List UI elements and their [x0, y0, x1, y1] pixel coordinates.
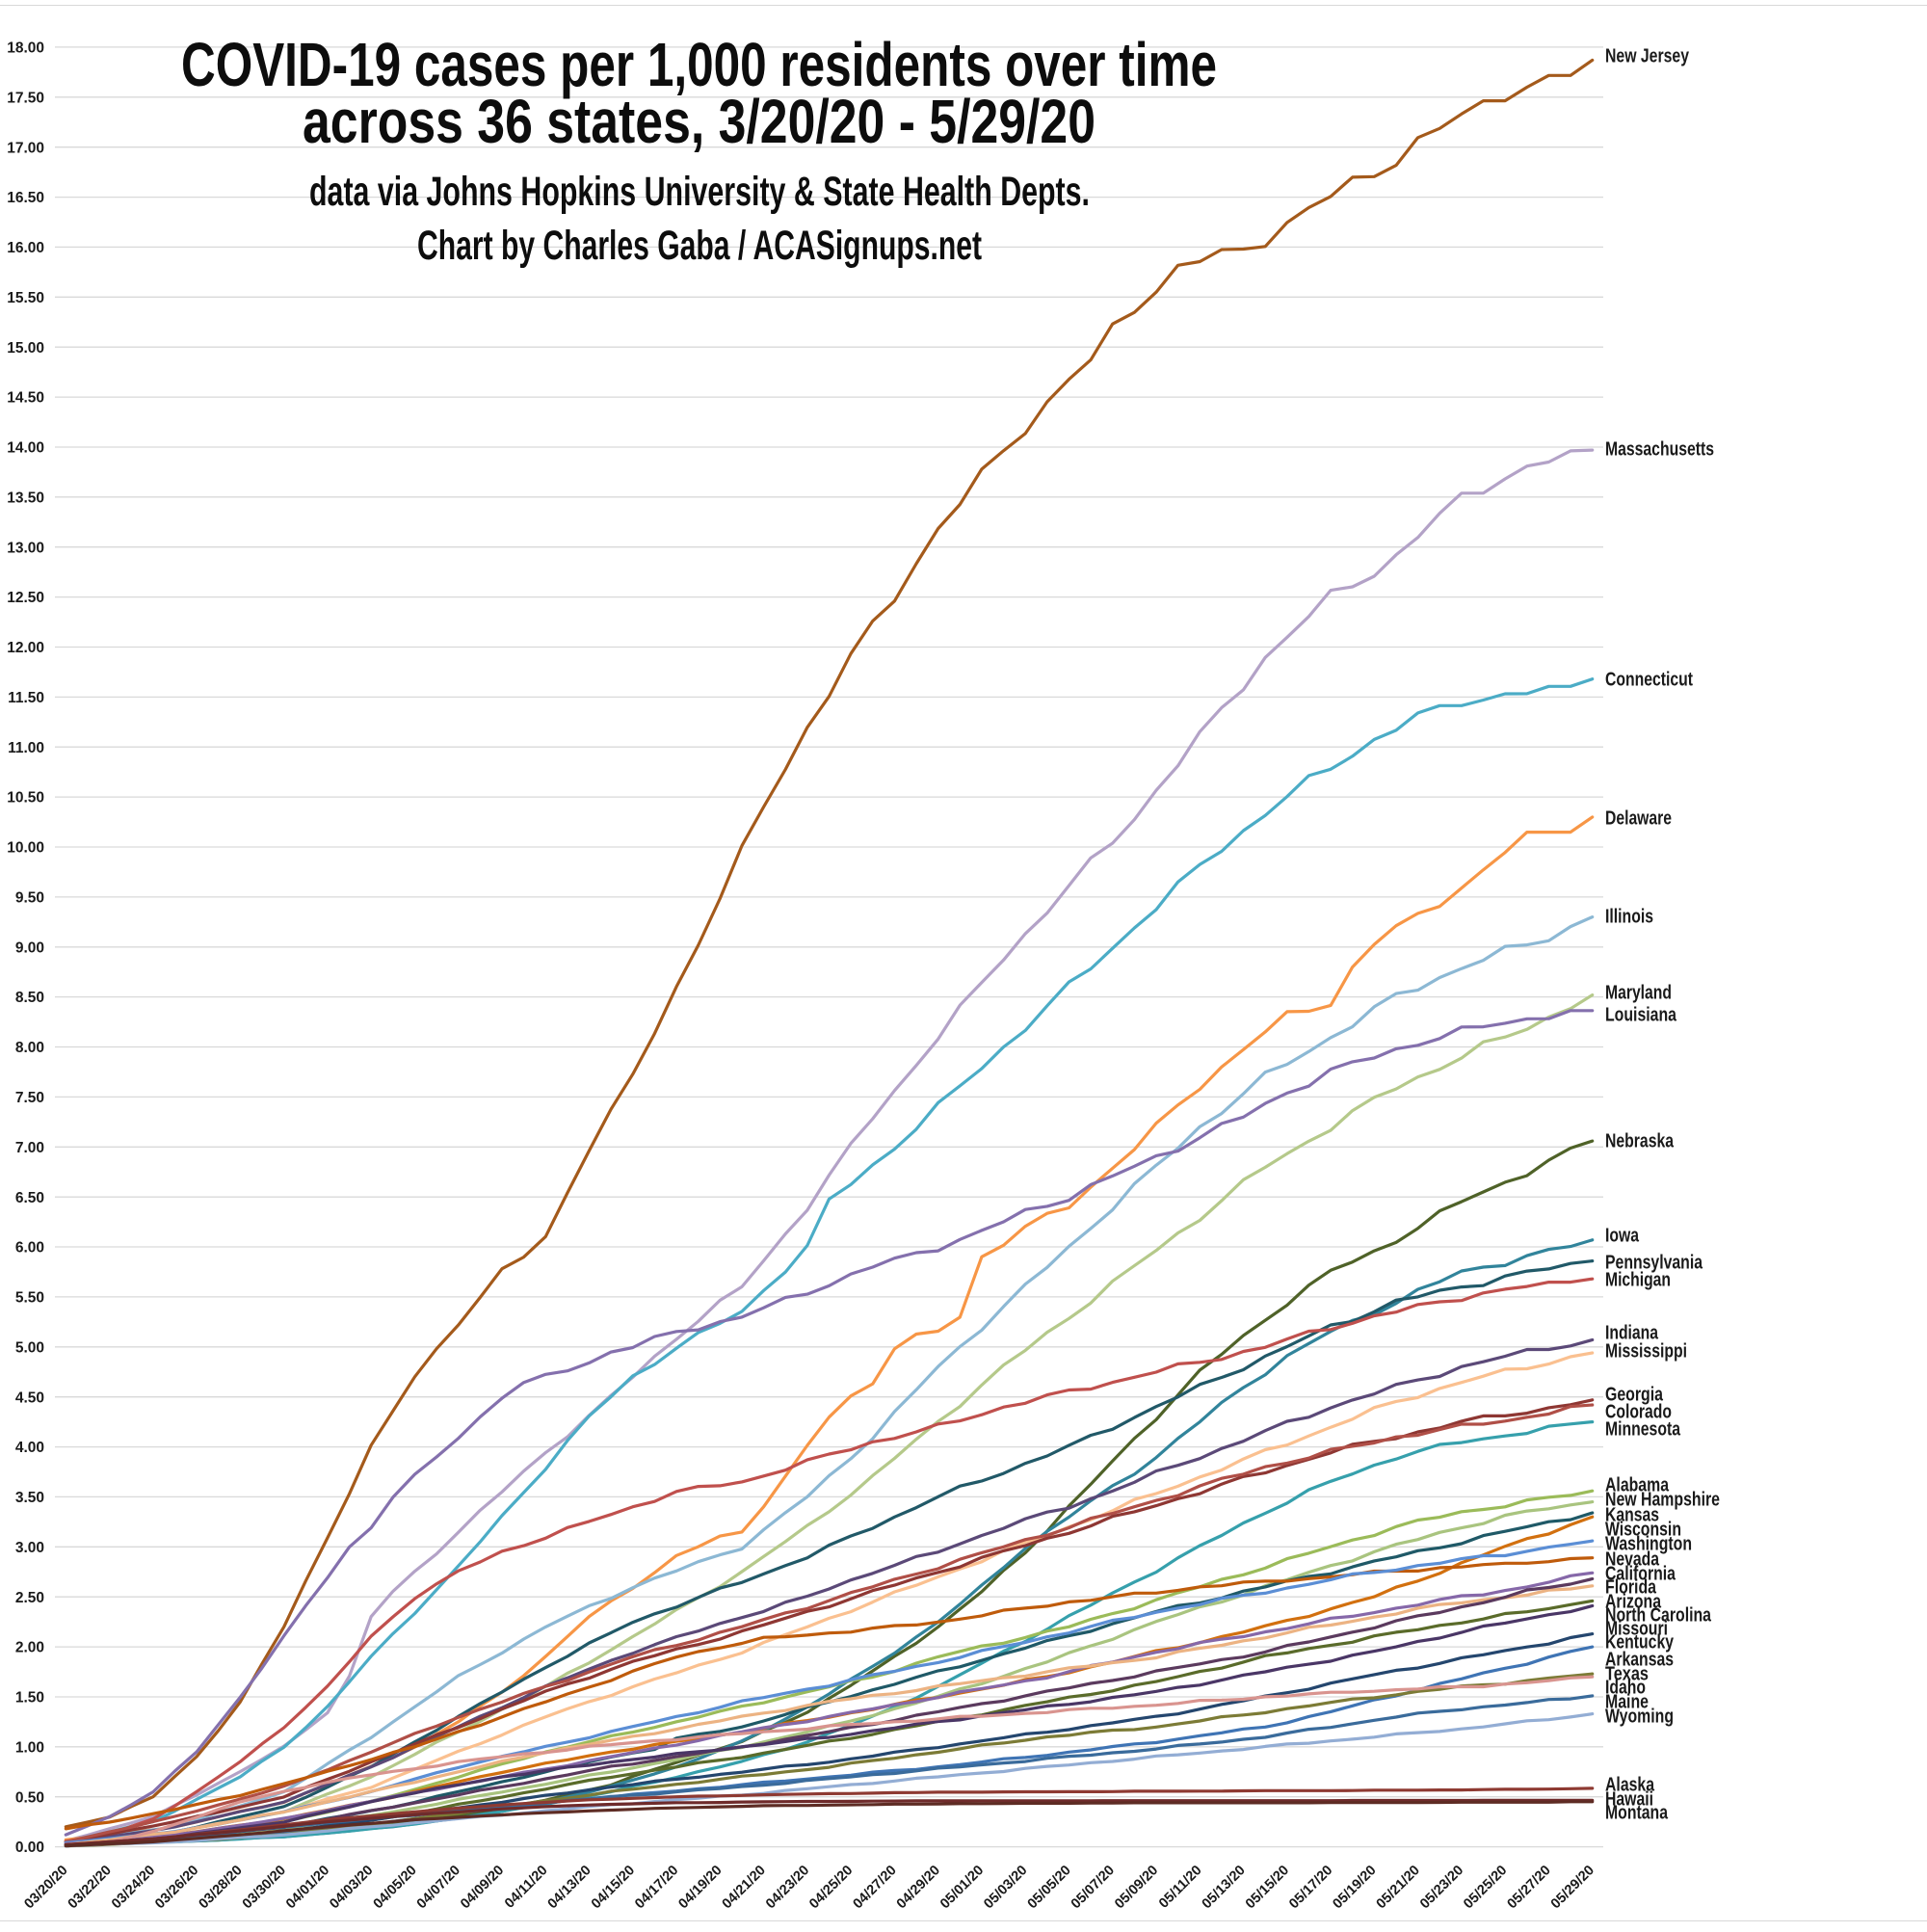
svg-text:9.50: 9.50 [15, 890, 44, 907]
svg-text:9.00: 9.00 [15, 940, 44, 956]
svg-text:Florida: Florida [1605, 1576, 1657, 1598]
svg-text:7.50: 7.50 [15, 1090, 44, 1106]
svg-text:14.00: 14.00 [7, 440, 44, 457]
svg-text:Kentucky: Kentucky [1605, 1631, 1675, 1653]
svg-text:17.00: 17.00 [7, 140, 44, 156]
svg-text:Wyoming: Wyoming [1605, 1706, 1674, 1727]
svg-text:8.00: 8.00 [15, 1040, 44, 1056]
svg-text:17.50: 17.50 [7, 90, 44, 106]
svg-text:Colorado: Colorado [1605, 1401, 1672, 1422]
svg-text:data via Johns Hopkins Univers: data via Johns Hopkins University & Stat… [309, 169, 1090, 215]
svg-text:11.50: 11.50 [8, 690, 44, 706]
svg-text:Texas: Texas [1605, 1663, 1649, 1684]
svg-text:Washington: Washington [1605, 1533, 1692, 1554]
svg-text:12.50: 12.50 [7, 590, 44, 606]
svg-text:10.00: 10.00 [7, 840, 44, 857]
svg-text:6.00: 6.00 [15, 1240, 44, 1257]
svg-text:18.00: 18.00 [7, 40, 44, 57]
svg-text:California: California [1605, 1563, 1676, 1584]
svg-text:Arizona: Arizona [1605, 1591, 1662, 1612]
svg-text:16.00: 16.00 [7, 240, 44, 256]
svg-text:0.00: 0.00 [15, 1839, 44, 1856]
svg-text:Mississippi: Mississippi [1605, 1340, 1687, 1362]
svg-text:Missouri: Missouri [1605, 1618, 1668, 1639]
svg-text:14.50: 14.50 [7, 390, 44, 407]
svg-text:Georgia: Georgia [1605, 1384, 1664, 1405]
svg-text:8.50: 8.50 [15, 990, 44, 1006]
svg-text:3.00: 3.00 [15, 1540, 44, 1556]
svg-text:2.00: 2.00 [15, 1640, 44, 1656]
svg-text:Massachusetts: Massachusetts [1605, 438, 1714, 460]
svg-text:Michigan: Michigan [1605, 1269, 1671, 1290]
svg-text:Alabama: Alabama [1605, 1474, 1670, 1495]
svg-text:COVID-19 cases per 1,000 resid: COVID-19 cases per 1,000 residents over … [181, 30, 1217, 99]
svg-text:Indiana: Indiana [1605, 1322, 1659, 1343]
svg-text:15.50: 15.50 [7, 290, 44, 306]
svg-text:Wisconsin: Wisconsin [1605, 1519, 1681, 1540]
svg-text:across 36 states, 3/20/20 - 5/: across 36 states, 3/20/20 - 5/29/20 [303, 87, 1095, 156]
svg-text:5.00: 5.00 [15, 1339, 44, 1356]
svg-text:Montana: Montana [1605, 1802, 1669, 1823]
svg-text:Delaware: Delaware [1605, 807, 1672, 829]
svg-text:Alaska: Alaska [1605, 1774, 1655, 1795]
svg-text:Maine: Maine [1605, 1691, 1649, 1712]
svg-text:13.50: 13.50 [7, 490, 44, 506]
svg-text:4.50: 4.50 [15, 1389, 44, 1406]
svg-text:Iowa: Iowa [1605, 1225, 1640, 1246]
svg-text:1.50: 1.50 [15, 1690, 44, 1707]
svg-text:7.00: 7.00 [15, 1140, 44, 1156]
svg-text:12.00: 12.00 [7, 640, 44, 656]
svg-text:Pennsylvania: Pennsylvania [1605, 1252, 1703, 1273]
svg-text:New Jersey: New Jersey [1605, 45, 1690, 66]
svg-text:0.50: 0.50 [15, 1789, 44, 1806]
svg-text:Hawaii: Hawaii [1605, 1788, 1653, 1810]
svg-text:New Hampshire: New Hampshire [1605, 1489, 1720, 1510]
svg-text:Chart by Charles Gaba / ACASig: Chart by Charles Gaba / ACASignups.net [417, 223, 982, 269]
svg-text:Maryland: Maryland [1605, 982, 1672, 1003]
svg-text:Connecticut: Connecticut [1605, 669, 1693, 690]
svg-text:Kansas: Kansas [1605, 1504, 1659, 1525]
svg-text:16.50: 16.50 [7, 190, 44, 206]
svg-text:2.50: 2.50 [15, 1590, 44, 1606]
svg-text:10.50: 10.50 [7, 790, 44, 807]
svg-text:Arkansas: Arkansas [1605, 1649, 1674, 1670]
svg-text:Illinois: Illinois [1605, 906, 1653, 927]
svg-text:4.00: 4.00 [15, 1440, 44, 1456]
svg-text:13.00: 13.00 [7, 540, 44, 556]
svg-text:1.00: 1.00 [15, 1739, 44, 1756]
svg-text:11.00: 11.00 [8, 740, 44, 756]
svg-text:Louisiana: Louisiana [1605, 1004, 1677, 1025]
svg-text:Nevada: Nevada [1605, 1548, 1660, 1570]
svg-text:North Carolina: North Carolina [1605, 1604, 1712, 1626]
svg-text:Minnesota: Minnesota [1605, 1418, 1681, 1440]
svg-text:Idaho: Idaho [1605, 1677, 1646, 1698]
svg-text:15.00: 15.00 [7, 340, 44, 357]
svg-text:6.50: 6.50 [15, 1190, 44, 1206]
svg-text:3.50: 3.50 [15, 1490, 44, 1506]
svg-text:5.50: 5.50 [15, 1290, 44, 1307]
svg-text:Nebraska: Nebraska [1605, 1130, 1675, 1151]
